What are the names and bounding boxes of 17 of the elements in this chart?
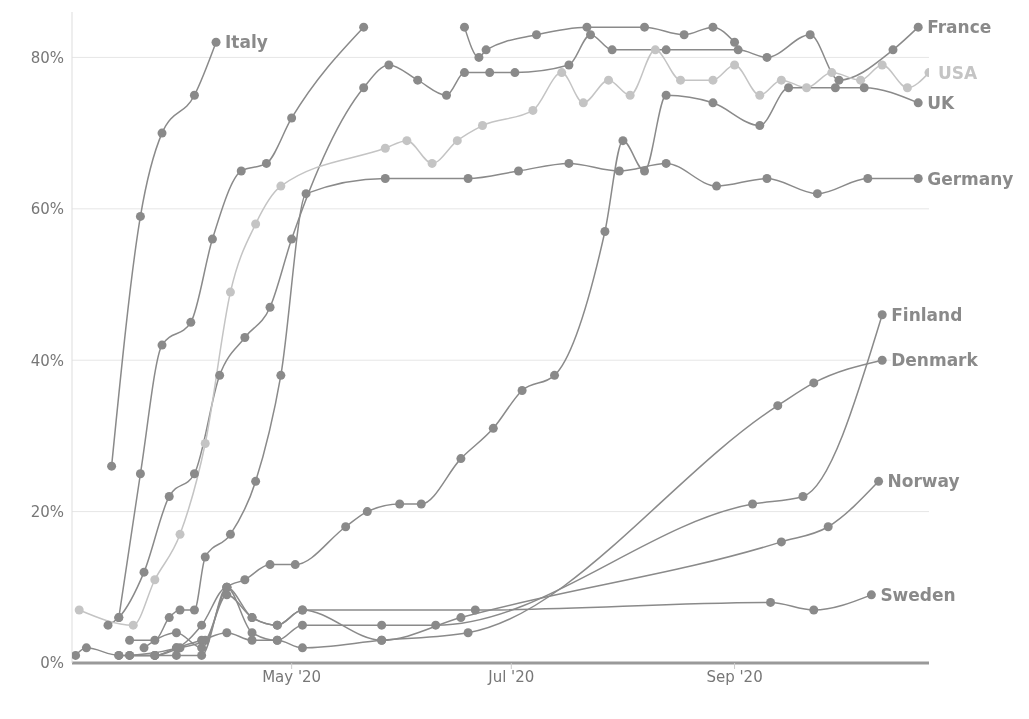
series-label: France [927, 17, 992, 38]
series-label: Denmark [891, 350, 979, 371]
y-tick-label: 80% [30, 48, 64, 67]
x-tick-label: May '20 [262, 667, 322, 686]
series-label: USA [938, 62, 979, 83]
y-tick-label: 0% [40, 654, 64, 673]
y-tick-label: 60% [30, 200, 64, 219]
series-label: Finland [891, 304, 963, 325]
series-label: Italy [225, 32, 268, 53]
series-label: Sweden [880, 584, 956, 605]
series-label: Germany [927, 168, 1014, 189]
series-label: UK [927, 92, 955, 113]
series-label: Norway [887, 471, 960, 492]
x-tick-label: Jul '20 [487, 667, 535, 686]
x-tick-label: Sep '20 [706, 667, 763, 686]
y-tick-label: 40% [30, 351, 64, 370]
y-tick-label: 20% [30, 502, 64, 521]
